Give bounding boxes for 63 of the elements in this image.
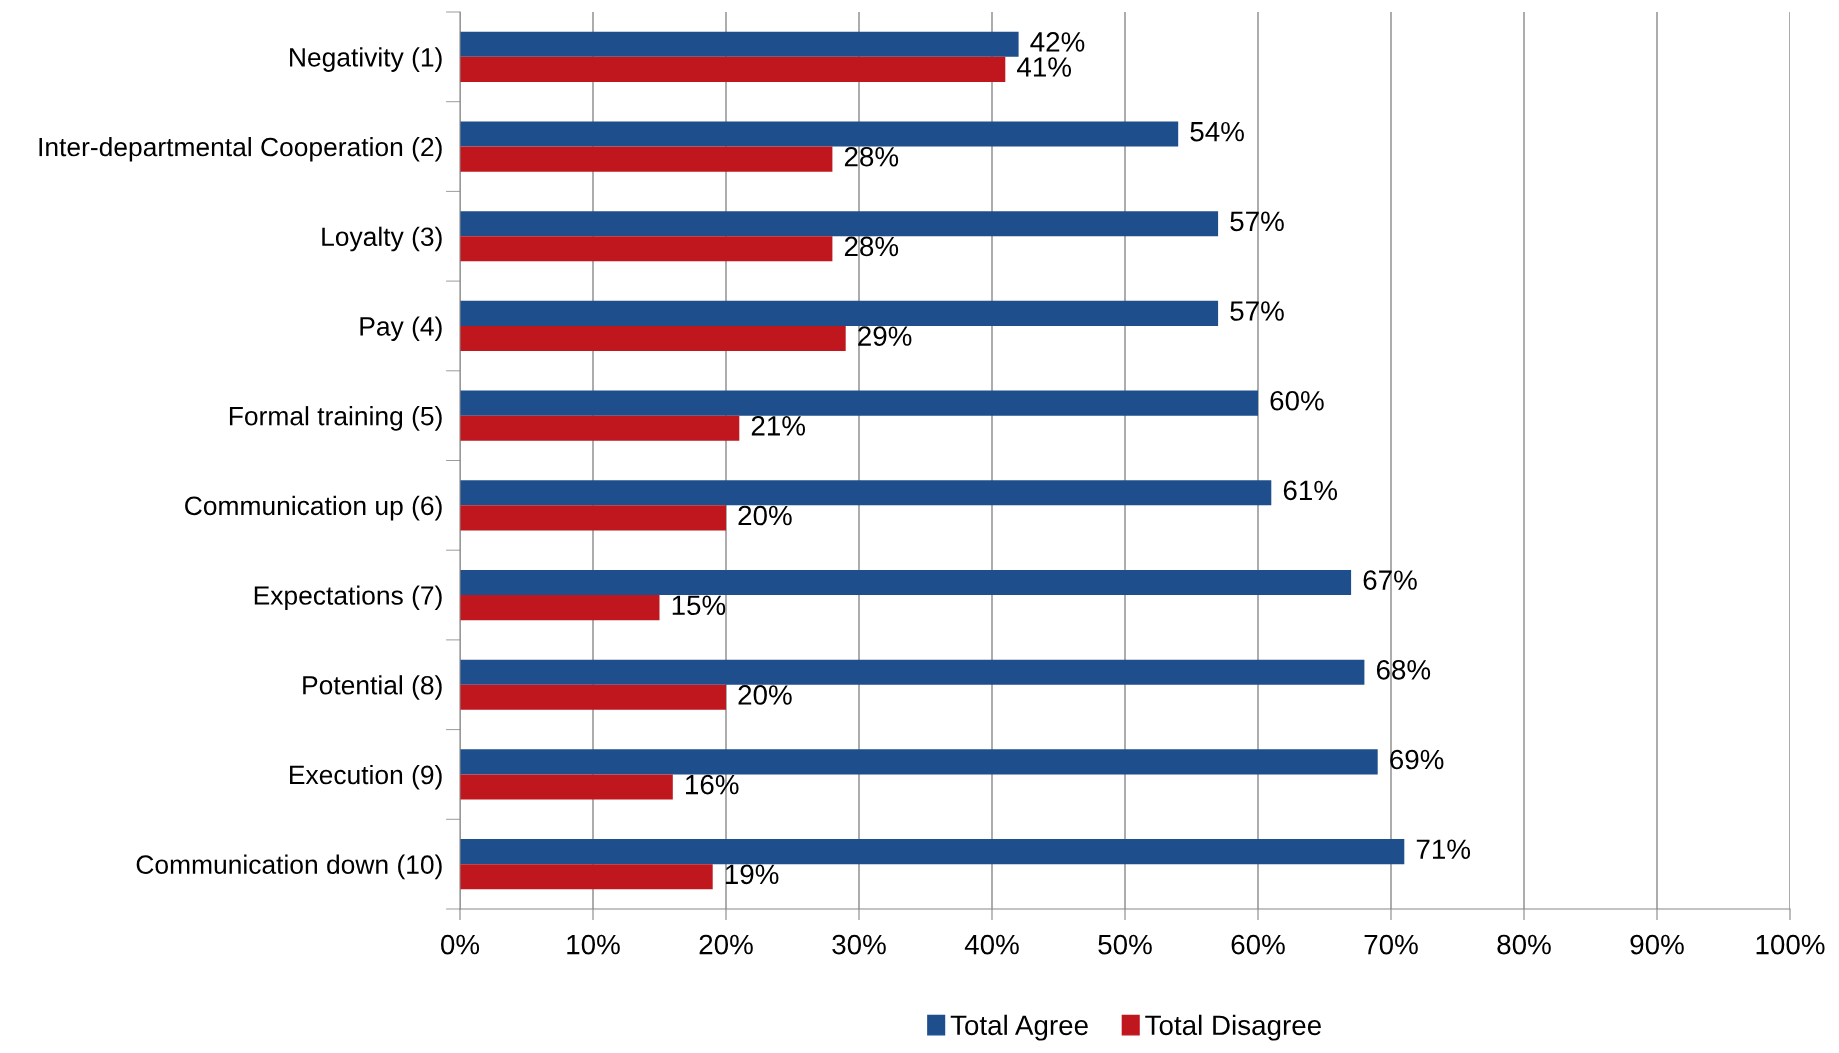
- data-label: 28%: [844, 236, 899, 257]
- data-label: 20%: [738, 505, 792, 526]
- x-tick-label: 30%: [832, 934, 886, 955]
- x-tick-label: 80%: [1497, 934, 1551, 955]
- bar: [460, 121, 1179, 147]
- data-label: 67%: [1363, 570, 1417, 590]
- bar: [460, 300, 1219, 326]
- data-label: 57%: [1230, 301, 1284, 321]
- data-label: 15%: [672, 595, 726, 616]
- bar: [460, 684, 726, 710]
- legend-label: Total Agree: [950, 1014, 1088, 1041]
- bar: [460, 505, 726, 531]
- bar: [460, 480, 1272, 506]
- bar: [460, 31, 1019, 57]
- y-tick-label: Expectations (7): [254, 585, 442, 611]
- bar: [460, 749, 1378, 775]
- data-label: 71%: [1416, 839, 1471, 859]
- bar: [460, 325, 846, 352]
- data-label: 61%: [1283, 480, 1338, 501]
- x-tick-label: 10%: [567, 934, 620, 955]
- data-label: 54%: [1190, 121, 1244, 142]
- data-label: 19%: [725, 864, 779, 885]
- bar: [460, 864, 713, 890]
- data-label: 57%: [1230, 211, 1284, 232]
- x-tick-label: 90%: [1630, 934, 1684, 955]
- bar: [460, 146, 833, 172]
- data-label: 29%: [858, 326, 912, 346]
- data-label: 69%: [1390, 749, 1444, 770]
- y-tick-label: Negativity (1): [290, 47, 442, 72]
- data-label: 28%: [844, 146, 899, 167]
- x-tick-label: 60%: [1231, 934, 1285, 955]
- y-tick-label: Formal training (5): [229, 406, 442, 431]
- data-label: 16%: [686, 774, 739, 795]
- x-tick-label: 0%: [441, 934, 480, 955]
- y-tick-label: Execution (9): [290, 764, 442, 790]
- bar: [460, 569, 1352, 596]
- bar: [460, 659, 1365, 685]
- legend-label: Total Disagree: [1145, 1014, 1321, 1041]
- data-label: 60%: [1270, 390, 1324, 411]
- data-label: 41%: [1017, 57, 1072, 77]
- bar: [460, 56, 1006, 82]
- data-label: 42%: [1030, 32, 1085, 52]
- bar: [460, 415, 740, 441]
- bar: [460, 211, 1219, 237]
- bar: [460, 236, 833, 262]
- data-label: 21%: [751, 415, 806, 436]
- x-tick-label: 20%: [699, 934, 753, 955]
- x-tick-label: 70%: [1364, 934, 1418, 955]
- bar: [460, 839, 1405, 865]
- y-tick-label: Pay (4): [360, 316, 442, 341]
- bar: [460, 390, 1258, 416]
- x-tick-label: 40%: [964, 934, 1019, 955]
- x-tick-label: 50%: [1098, 934, 1152, 955]
- x-tick-label: 100%: [1756, 934, 1825, 955]
- data-label: 20%: [738, 685, 792, 705]
- bar: [460, 774, 673, 800]
- y-tick-label: Communication up (6): [185, 495, 442, 521]
- y-tick-label: Communication down (10): [136, 854, 442, 880]
- y-tick-label: Inter-departmental Cooperation (2): [39, 136, 442, 162]
- bar: [460, 595, 660, 621]
- y-tick-label: Loyalty (3): [322, 226, 442, 252]
- data-label: 68%: [1376, 659, 1431, 680]
- y-tick-label: Potential (8): [303, 675, 442, 700]
